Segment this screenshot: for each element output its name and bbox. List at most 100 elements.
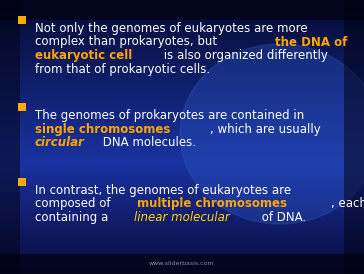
Bar: [0, 67, 364, 71]
Bar: [0, 26, 364, 30]
Bar: [18, 103, 26, 111]
Bar: [0, 177, 364, 181]
Bar: [0, 232, 364, 236]
Bar: [0, 240, 364, 244]
Bar: [0, 202, 364, 206]
Bar: [0, 262, 364, 266]
Bar: [0, 128, 364, 132]
Bar: [0, 10, 364, 14]
Text: Not only the genomes of eukaryotes are more: Not only the genomes of eukaryotes are m…: [35, 22, 308, 35]
Bar: [0, 152, 364, 156]
Bar: [0, 0, 364, 3]
Bar: [0, 254, 364, 258]
Bar: [0, 78, 364, 82]
Bar: [0, 117, 364, 121]
Bar: [0, 51, 364, 55]
Bar: [0, 147, 364, 151]
Bar: [0, 150, 364, 153]
Bar: [0, 172, 364, 175]
Text: In contrast, the genomes of eukaryotes are: In contrast, the genomes of eukaryotes a…: [35, 184, 291, 197]
Bar: [0, 125, 364, 129]
Bar: [0, 254, 364, 274]
Bar: [0, 84, 364, 88]
Bar: [0, 7, 364, 11]
Text: of DNA.: of DNA.: [258, 211, 306, 224]
Bar: [0, 251, 364, 255]
Bar: [0, 136, 364, 140]
Bar: [0, 259, 364, 263]
Bar: [0, 267, 364, 271]
Bar: [0, 218, 364, 222]
Bar: [0, 81, 364, 85]
Bar: [0, 15, 364, 19]
Text: single chromosomes: single chromosomes: [35, 122, 170, 136]
Bar: [0, 193, 364, 197]
Text: complex than prokaryotes, but: complex than prokaryotes, but: [35, 36, 221, 48]
Bar: [0, 122, 364, 126]
Bar: [0, 207, 364, 211]
Bar: [0, 204, 364, 208]
Text: composed of: composed of: [35, 198, 114, 210]
Bar: [344, 0, 364, 274]
Bar: [0, 62, 364, 66]
Bar: [0, 106, 364, 110]
Bar: [0, 32, 364, 36]
Bar: [0, 45, 364, 49]
Bar: [0, 4, 364, 8]
Text: eukaryotic cell: eukaryotic cell: [35, 49, 132, 62]
Text: from that of prokaryotic cells.: from that of prokaryotic cells.: [35, 62, 210, 76]
Bar: [0, 18, 364, 22]
Bar: [0, 248, 364, 252]
Bar: [0, 35, 364, 38]
Text: The genomes of prokaryotes are contained in: The genomes of prokaryotes are contained…: [35, 109, 304, 122]
Bar: [0, 169, 364, 173]
Bar: [18, 178, 26, 186]
Bar: [0, 130, 364, 134]
Bar: [0, 95, 364, 99]
Bar: [0, 76, 364, 79]
Bar: [0, 29, 364, 33]
Bar: [0, 103, 364, 107]
Bar: [0, 109, 364, 112]
Bar: [0, 163, 364, 167]
Bar: [0, 229, 364, 233]
Bar: [0, 221, 364, 225]
Ellipse shape: [180, 44, 364, 224]
Bar: [0, 21, 364, 25]
Text: is also organized differently: is also organized differently: [161, 49, 328, 62]
Bar: [0, 188, 364, 192]
Text: www.sliderbasis.com: www.sliderbasis.com: [149, 261, 215, 266]
Bar: [0, 270, 364, 274]
Text: multiple chromosomes: multiple chromosomes: [137, 198, 287, 210]
Bar: [0, 48, 364, 52]
Bar: [0, 161, 364, 164]
Bar: [0, 111, 364, 115]
Bar: [0, 0, 364, 20]
Bar: [0, 215, 364, 219]
Bar: [0, 144, 364, 148]
Bar: [0, 185, 364, 189]
Bar: [0, 243, 364, 247]
Bar: [0, 89, 364, 93]
Bar: [0, 182, 364, 186]
Bar: [0, 196, 364, 200]
Text: , which are usually: , which are usually: [210, 122, 320, 136]
Bar: [0, 92, 364, 96]
Bar: [0, 98, 364, 101]
Bar: [0, 199, 364, 203]
Bar: [0, 246, 364, 249]
Bar: [0, 100, 364, 104]
Bar: [0, 0, 20, 274]
Text: containing a: containing a: [35, 211, 112, 224]
Bar: [0, 235, 364, 238]
Bar: [0, 224, 364, 227]
Bar: [0, 139, 364, 142]
Bar: [0, 191, 364, 195]
Bar: [0, 155, 364, 159]
Bar: [0, 73, 364, 77]
Bar: [0, 256, 364, 260]
Text: , each: , each: [331, 198, 364, 210]
Bar: [0, 24, 364, 27]
Bar: [0, 2, 364, 5]
Bar: [0, 226, 364, 230]
